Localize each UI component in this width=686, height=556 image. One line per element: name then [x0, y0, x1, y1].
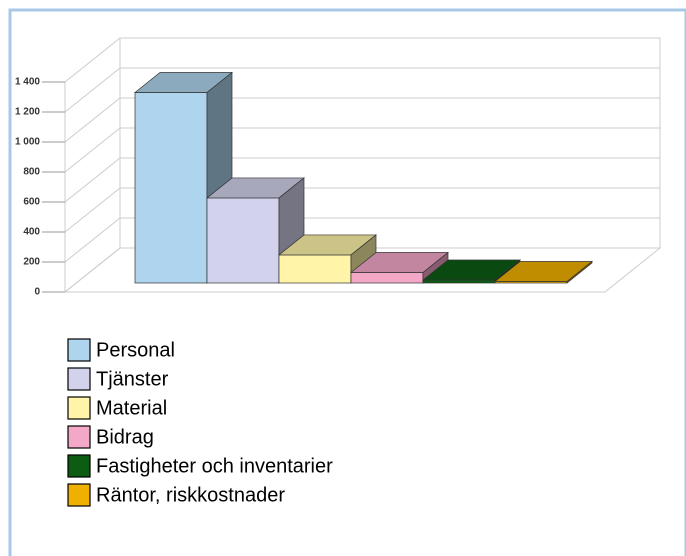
grid-line	[64, 247, 121, 293]
grid-line	[64, 187, 121, 233]
y-tick-label: 1 400	[15, 77, 40, 88]
y-tick-label: 600	[23, 197, 40, 208]
legend-label: Tjänster	[96, 368, 169, 390]
grid-line	[64, 37, 121, 83]
y-tick-label: 1 200	[15, 107, 40, 118]
bar-front	[350, 272, 424, 284]
legend-swatch	[67, 454, 91, 478]
legend-label: Bidrag	[96, 426, 154, 448]
y-tick-label: 1 000	[15, 137, 40, 148]
grid-line	[64, 217, 121, 263]
grid-line	[64, 127, 121, 173]
bar-front	[134, 92, 208, 284]
bar-side	[566, 260, 593, 284]
bar-front	[206, 197, 280, 284]
legend-swatch	[67, 483, 91, 507]
y-tick-label: 800	[23, 167, 40, 178]
grid-line	[64, 97, 121, 143]
legend-swatch	[67, 396, 91, 420]
y-tick-label: 200	[23, 257, 40, 268]
legend-swatch	[67, 425, 91, 449]
grid-line	[64, 157, 121, 203]
bar-front	[278, 254, 352, 284]
grid-line	[64, 67, 121, 113]
legend-swatch	[67, 338, 91, 362]
legend-swatch	[67, 367, 91, 391]
y-tick-label: 0	[34, 287, 40, 298]
bar-front	[422, 279, 496, 284]
legend-label: Räntor, riskkostnader	[96, 484, 285, 506]
legend-label: Material	[96, 397, 167, 419]
legend-label: Fastigheter och inventarier	[96, 455, 333, 477]
y-tick-label: 400	[23, 227, 40, 238]
legend-label: Personal	[96, 339, 175, 361]
